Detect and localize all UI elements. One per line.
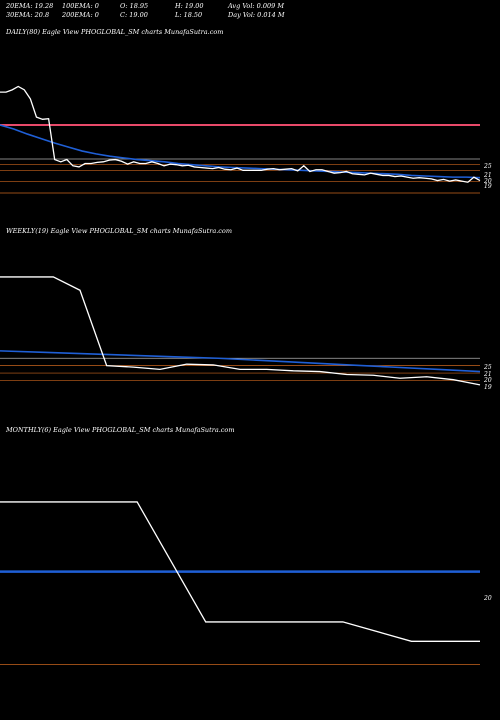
daily-panel-title: DAILY(80) Eagle View PHOGLOBAL_SM charts… [6, 28, 224, 36]
daily-price-line [0, 85, 481, 183]
daily-level-label: 20 [483, 178, 492, 185]
close-stat: C: 19.00 [120, 11, 148, 19]
ema30-stat: 30EMA: 20.8 [6, 11, 50, 19]
daily-level-label: 21 [483, 172, 492, 179]
weekly-level-label: 19 [484, 384, 492, 391]
monthly-level-label: 20 [483, 595, 492, 602]
weekly-price-line [0, 276, 481, 386]
monthly-chart: 20 [0, 501, 492, 665]
avg-vol-stat: Avg Vol: 0.009 M [228, 2, 285, 10]
day-vol-stat: Day Vol: 0.014 M [228, 11, 285, 19]
daily-ema-line [0, 124, 481, 179]
weekly-panel-title: WEEKLY(19) Eagle View PHOGLOBAL_SM chart… [6, 227, 232, 235]
daily-level-label: 19 [484, 183, 492, 190]
weekly-level-label: 25 [483, 364, 492, 371]
weekly-level-label: 20 [483, 377, 492, 384]
monthly-panel-title: MONTHLY(6) Eagle View PHOGLOBAL_SM chart… [6, 426, 235, 434]
daily-level-label: 25 [483, 163, 492, 170]
weekly-ema-line [0, 350, 481, 373]
stats-header: 20EMA: 19.28 100EMA: 0 O: 18.95 H: 19.00… [0, 0, 500, 22]
high-stat: H: 19.00 [175, 2, 204, 10]
monthly-price-line [0, 501, 480, 642]
ema100-stat: 100EMA: 0 [62, 2, 99, 10]
weekly-level-label: 21 [483, 371, 492, 378]
low-stat: L: 18.50 [175, 11, 203, 19]
open-stat: O: 18.95 [120, 2, 149, 10]
ema20-stat: 20EMA: 19.28 [6, 2, 54, 10]
ema200-stat: 200EMA: 0 [62, 11, 99, 19]
